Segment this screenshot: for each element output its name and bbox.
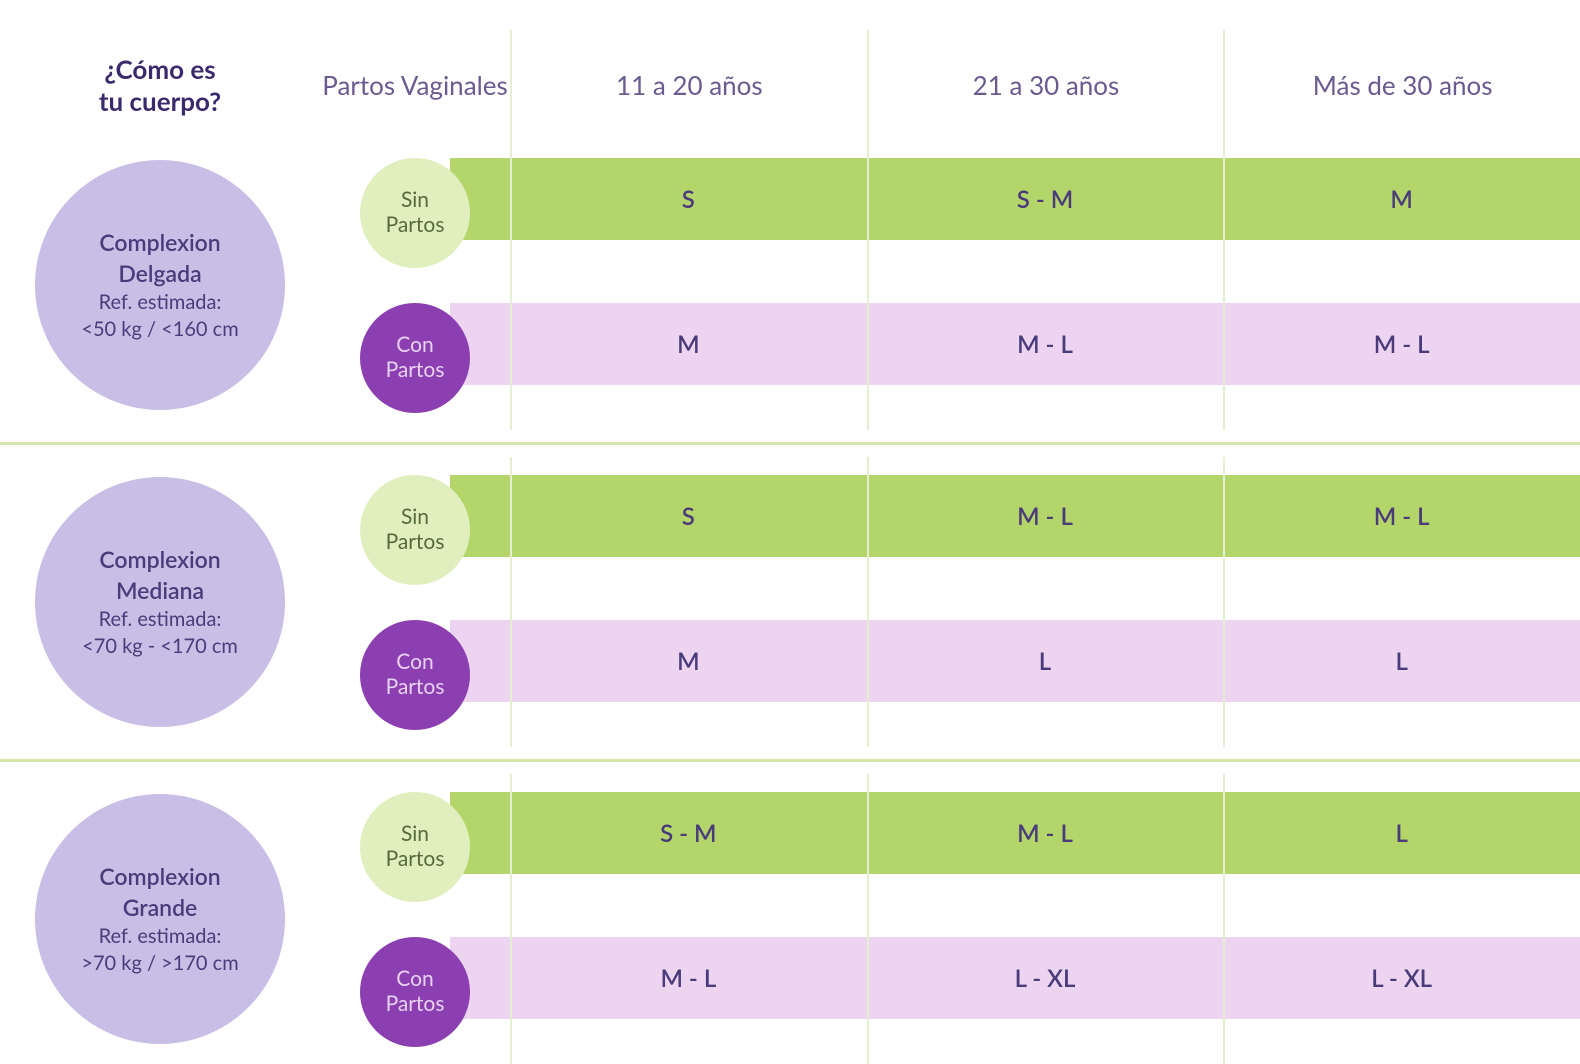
val-1-con-2: L <box>1223 620 1580 702</box>
body-ref-label-0: Ref. estimada: <box>99 289 222 316</box>
partos-label-2-sin: SinPartos <box>386 822 445 870</box>
body-circle-0: ComplexionDelgada Ref. estimada: <50 kg … <box>0 140 320 430</box>
partos-circle-1-con: ConPartos <box>360 620 470 730</box>
section-separator-1 <box>0 759 1580 762</box>
val-2-con-2: L - XL <box>1223 937 1580 1019</box>
body-circle-0-disc: ComplexionDelgada Ref. estimada: <50 kg … <box>35 160 285 410</box>
header-age-2-label: Más de 30 años <box>1313 69 1493 101</box>
cell-2-sin-0: S - M <box>510 774 867 919</box>
body-ref-value-0: <50 kg / <160 cm <box>81 316 238 343</box>
cell-2-con-1: L - XL <box>867 919 1224 1064</box>
body-ref-label-2: Ref. estimada: <box>99 923 222 950</box>
cell-1-sin-2: M - L <box>1223 457 1580 602</box>
cell-2-con-2: L - XL <box>1223 919 1580 1064</box>
body-circle-1: ComplexionMediana Ref. estimada: <70 kg … <box>0 457 320 747</box>
val-0-con-1: M - L <box>867 303 1224 385</box>
val-0-sin-1: S - M <box>867 158 1224 240</box>
val-0-sin-2: M <box>1223 158 1580 240</box>
val-2-sin-2: L <box>1223 792 1580 874</box>
size-chart-grid: ¿Cómo estu cuerpo? Partos Vaginales 11 a… <box>0 30 1580 1064</box>
cell-1-con-2: L <box>1223 602 1580 747</box>
val-2-sin-1: M - L <box>867 792 1224 874</box>
body-title-2: ComplexionGrande <box>99 861 220 923</box>
header-age-1: 21 a 30 años <box>867 30 1224 140</box>
val-1-con-1: L <box>867 620 1224 702</box>
cell-0-sin-1: S - M <box>867 140 1224 285</box>
partos-label-0-sin: SinPartos <box>386 188 445 236</box>
val-1-sin-2: M - L <box>1223 475 1580 557</box>
body-ref-label-1: Ref. estimada: <box>99 606 222 633</box>
partos-label-2-con: ConPartos <box>386 967 445 1015</box>
partos-label-1-con: ConPartos <box>386 650 445 698</box>
val-0-sin-0: S <box>450 158 867 240</box>
partos-circle-0-con: ConPartos <box>360 303 470 413</box>
header-body-label: ¿Cómo estu cuerpo? <box>99 53 221 117</box>
cell-0-con-1: M - L <box>867 285 1224 430</box>
val-0-con-0: M <box>450 303 867 385</box>
partos-circle-1-sin: SinPartos <box>360 475 470 585</box>
cell-2-con-0: M - L <box>510 919 867 1064</box>
body-circle-1-disc: ComplexionMediana Ref. estimada: <70 kg … <box>35 477 285 727</box>
val-1-sin-1: M - L <box>867 475 1224 557</box>
cell-1-sin-0: S <box>510 457 867 602</box>
body-ref-value-1: <70 kg - <170 cm <box>82 633 238 660</box>
body-circle-2-disc: ComplexionGrande Ref. estimada: >70 kg /… <box>35 794 285 1044</box>
cell-1-con-0: M <box>510 602 867 747</box>
header-age-2: Más de 30 años <box>1223 30 1580 140</box>
val-1-con-0: M <box>450 620 867 702</box>
header-age-0-label: 11 a 20 años <box>616 69 763 101</box>
body-title-0: ComplexionDelgada <box>99 227 220 289</box>
partos-circle-2-con: ConPartos <box>360 937 470 1047</box>
header-partos-label: Partos Vaginales <box>322 69 507 101</box>
header-age-1-label: 21 a 30 años <box>973 69 1120 101</box>
val-2-sin-0: S - M <box>450 792 867 874</box>
partos-label-1-sin: SinPartos <box>386 505 445 553</box>
header-partos: Partos Vaginales <box>320 30 510 140</box>
val-1-sin-0: S <box>450 475 867 557</box>
cell-0-con-0: M <box>510 285 867 430</box>
section-separator-0 <box>0 442 1580 445</box>
header-age-0: 11 a 20 años <box>510 30 867 140</box>
cell-2-sin-2: L <box>1223 774 1580 919</box>
body-title-1: ComplexionMediana <box>99 544 220 606</box>
val-2-con-0: M - L <box>450 937 867 1019</box>
partos-circle-2-sin: SinPartos <box>360 792 470 902</box>
header-body-type: ¿Cómo estu cuerpo? <box>0 30 320 140</box>
cell-1-sin-1: M - L <box>867 457 1224 602</box>
partos-circle-0-sin: SinPartos <box>360 158 470 268</box>
cell-2-sin-1: M - L <box>867 774 1224 919</box>
val-2-con-1: L - XL <box>867 937 1224 1019</box>
partos-label-0-con: ConPartos <box>386 333 445 381</box>
cell-0-sin-0: S <box>510 140 867 285</box>
cell-0-con-2: M - L <box>1223 285 1580 430</box>
val-0-con-2: M - L <box>1223 303 1580 385</box>
body-circle-2: ComplexionGrande Ref. estimada: >70 kg /… <box>0 774 320 1064</box>
cell-0-sin-2: M <box>1223 140 1580 285</box>
cell-1-con-1: L <box>867 602 1224 747</box>
body-ref-value-2: >70 kg / >170 cm <box>81 950 238 977</box>
